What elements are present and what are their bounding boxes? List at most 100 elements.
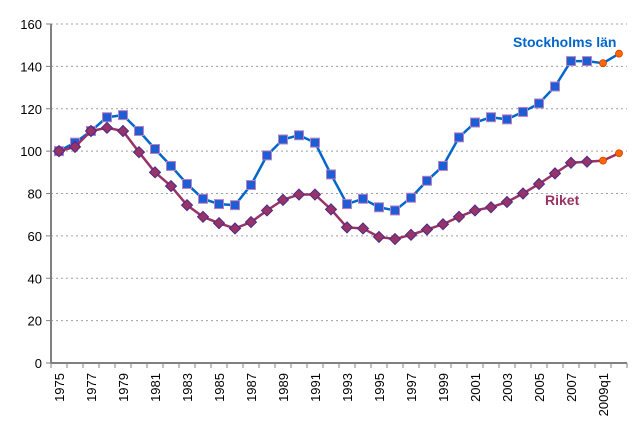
y-axis: 0 20 40 60 80 100 120 140 160: [20, 17, 52, 371]
data-point: [358, 193, 368, 204]
data-point: [164, 179, 178, 193]
data-point-forecast: [599, 59, 607, 68]
x-tick-label: 1997: [404, 373, 419, 402]
x-tick-label: 1979: [116, 373, 131, 402]
data-point: [470, 117, 480, 128]
annotation-stockholms-lan: Stockholms län: [513, 34, 616, 50]
data-point: [292, 188, 306, 201]
data-point-forecast: [599, 156, 607, 165]
data-point: [420, 223, 434, 236]
data-point: [148, 166, 162, 179]
data-point: [326, 169, 336, 180]
data-point-forecast: [615, 49, 623, 58]
data-point: [374, 202, 384, 213]
data-point: [390, 205, 400, 216]
data-point: [118, 110, 128, 121]
data-point-forecast: [615, 149, 623, 158]
data-point: [68, 140, 82, 154]
data-point: [116, 124, 130, 138]
data-point: [566, 56, 576, 67]
data-point: [548, 167, 562, 180]
x-tick-label: 1977: [84, 373, 99, 402]
data-point: [550, 81, 560, 92]
data-point: [212, 216, 226, 230]
data-point: [52, 144, 66, 158]
data-point: [294, 130, 304, 141]
data-point: [484, 201, 498, 214]
x-tick-label: 1983: [180, 373, 195, 402]
data-point: [468, 204, 482, 217]
y-tick-label: 80: [28, 187, 42, 202]
x-tick-label: 1975: [52, 373, 67, 402]
series-riket: [52, 121, 623, 246]
data-point: [516, 187, 530, 200]
x-tick-label: 1993: [340, 373, 355, 402]
data-point: [214, 199, 224, 210]
x-tick-label: 1999: [436, 373, 451, 402]
data-point: [342, 199, 352, 210]
data-point: [486, 112, 496, 123]
x-tick-label: 1995: [372, 373, 387, 402]
data-point: [134, 125, 144, 136]
data-point: [244, 215, 258, 229]
y-tick-label: 100: [20, 144, 42, 159]
data-point: [404, 228, 418, 242]
data-point: [166, 160, 176, 171]
y-tick-label: 120: [20, 102, 42, 117]
data-point: [518, 106, 528, 117]
data-point: [150, 144, 160, 155]
x-tick-label: 2005: [532, 373, 547, 402]
data-point: [406, 192, 416, 203]
data-point: [84, 124, 98, 138]
data-point: [262, 150, 272, 161]
gridlines: [51, 23, 627, 322]
data-point: [308, 188, 322, 201]
data-point: [260, 204, 274, 217]
data-point: [180, 198, 194, 212]
x-axis: 1975 1977 1979 1981 1983 1985 1987 1989 1991 1993…: [50, 362, 628, 416]
y-tick-label: 140: [20, 59, 42, 74]
data-point: [502, 114, 512, 125]
data-point: [310, 137, 320, 148]
data-point: [198, 193, 208, 204]
data-point: [182, 178, 192, 189]
data-point: [196, 210, 210, 224]
x-tick-label: 1981: [148, 373, 163, 402]
y-tick-label: 40: [28, 271, 42, 286]
data-point: [132, 145, 146, 159]
series-stockholms-lan: [54, 49, 623, 216]
data-point: [388, 232, 402, 246]
x-tick-label: 2003: [500, 373, 515, 402]
y-tick-label: 0: [35, 356, 42, 371]
y-tick-label: 20: [28, 314, 42, 329]
data-point: [324, 203, 338, 216]
annotation-riket: Riket: [545, 192, 580, 208]
data-point: [278, 134, 288, 145]
data-point: [276, 193, 290, 207]
data-point: [454, 132, 464, 143]
x-tick-label: 1987: [244, 373, 259, 402]
data-point: [228, 222, 242, 235]
data-point: [582, 56, 592, 67]
data-point: [500, 195, 514, 209]
data-point: [340, 221, 354, 234]
x-tick-label: 2009q1: [596, 373, 611, 416]
data-point: [246, 180, 256, 191]
data-point: [436, 218, 450, 231]
x-tick-label: 1985: [212, 373, 227, 402]
data-point: [422, 175, 432, 186]
data-point: [564, 156, 578, 169]
data-point: [452, 210, 466, 224]
x-tick-label: 1989: [276, 373, 291, 402]
x-tick-label: 2001: [468, 373, 483, 402]
data-point: [100, 121, 114, 135]
y-tick-label: 160: [20, 17, 42, 32]
data-point: [438, 160, 448, 171]
data-point: [102, 112, 112, 123]
series-group: [52, 49, 623, 246]
data-point: [356, 222, 370, 235]
data-point: [230, 200, 240, 211]
x-tick-label: 1991: [308, 373, 323, 402]
data-point: [534, 98, 544, 109]
